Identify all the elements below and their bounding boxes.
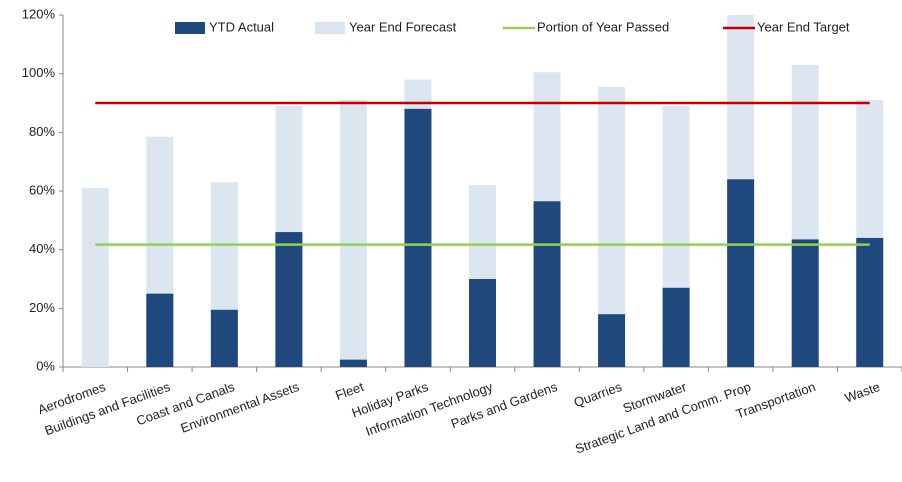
bar bbox=[598, 314, 626, 367]
bar bbox=[81, 188, 109, 367]
y-tick-label: 80% bbox=[29, 124, 55, 139]
bar bbox=[339, 100, 367, 368]
x-tick-label: Fleet bbox=[333, 379, 366, 403]
legend-swatch bbox=[175, 22, 205, 34]
x-tick-label: Waste bbox=[843, 379, 882, 406]
y-tick-label: 60% bbox=[29, 182, 55, 197]
y-tick-label: 20% bbox=[29, 300, 55, 315]
legend-swatch bbox=[315, 22, 345, 34]
y-tick-label: 0% bbox=[36, 358, 55, 373]
y-tick-label: 40% bbox=[29, 241, 55, 256]
bar bbox=[791, 239, 819, 367]
bar bbox=[727, 179, 755, 367]
legend-label: Portion of Year Passed bbox=[537, 19, 669, 34]
bar bbox=[146, 293, 174, 367]
bar bbox=[662, 287, 690, 367]
y-tick-label: 100% bbox=[22, 65, 56, 80]
x-tick-label: Quarries bbox=[572, 379, 624, 410]
bar bbox=[469, 279, 496, 367]
bar bbox=[339, 359, 367, 367]
bar bbox=[533, 201, 561, 367]
x-tick-label: Parks and Gardens bbox=[449, 379, 560, 432]
bar bbox=[210, 309, 238, 367]
bar bbox=[856, 237, 884, 367]
legend-label: YTD Actual bbox=[209, 19, 274, 34]
y-tick-label: 120% bbox=[22, 6, 56, 21]
bar bbox=[275, 232, 303, 367]
bar bbox=[404, 108, 432, 367]
legend-label: Year End Target bbox=[757, 19, 850, 34]
legend-label: Year End Forecast bbox=[349, 19, 457, 34]
